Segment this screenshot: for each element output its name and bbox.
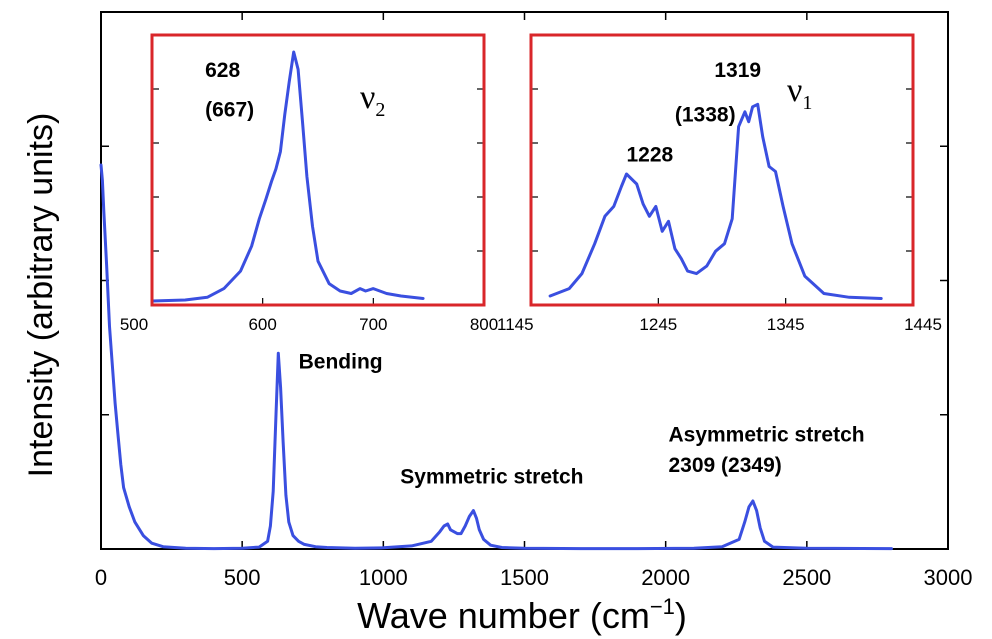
inset-bending-mode-subscript: 2: [375, 99, 385, 121]
inset-bending-x-tick-label: 600: [248, 315, 276, 334]
x-tick-label: 1500: [500, 565, 549, 590]
inset-bending-spectrum-line: [150, 50, 425, 303]
inset-stretch-peak-annotation: (1338): [675, 104, 736, 127]
inset-stretch-mode-subscript: 1: [802, 92, 812, 114]
inset-bending-x-tick-label: 800: [470, 315, 498, 334]
x-tick-label: 0: [95, 565, 107, 590]
main-peak-annotation: 2309 (2349): [668, 454, 781, 477]
main-peak-annotation: Bending: [299, 351, 383, 374]
main-peak-annotation: Asymmetric stretch: [668, 423, 864, 446]
inset-stretch-x-tick-label: 1145: [497, 315, 534, 334]
inset-stretch-frame: [529, 33, 915, 307]
main-peak-annotation: Symmetric stretch: [400, 466, 583, 489]
x-axis-title-superscript: −1: [650, 594, 675, 619]
x-tick-label: 2000: [641, 565, 690, 590]
main-spectrum-line: [99, 163, 893, 551]
inset-stretch-x-tick-label: 1245: [639, 315, 677, 334]
inset-stretch-x-tick-label: 1345: [767, 315, 805, 334]
inset-bending-x-tick-label: 700: [359, 315, 387, 334]
inset-bending-x-tick-label: 500: [120, 315, 148, 334]
x-tick-label: 3000: [924, 565, 973, 590]
inset-stretch-peak-annotation: 1228: [627, 144, 674, 167]
inset-bending-mode-label: ν2: [360, 79, 385, 121]
inset-stretch-peak-annotation: 1319: [714, 59, 761, 82]
inset-bending-frame: [150, 33, 486, 307]
inset-stretch-mode-label: ν1: [787, 72, 812, 114]
x-axis-title: Wave number (cm−1): [357, 594, 687, 636]
inset-bending-mode-symbol: ν: [360, 79, 375, 116]
y-axis-title: Intensity (arbitrary units): [22, 113, 60, 478]
x-tick-label: 1000: [359, 565, 408, 590]
inset-bending-peak-annotation: 628: [205, 59, 240, 82]
inset-stretch-mode-symbol: ν: [787, 72, 802, 109]
inset-stretch-x-tick-label: 1445: [904, 315, 942, 334]
x-axis-title-close: ): [675, 595, 687, 636]
x-tick-label: 500: [224, 565, 261, 590]
inset-stretch-background: [531, 35, 913, 305]
inset-bending-peak-annotation: (667): [205, 99, 254, 122]
inset-stretch-spectrum-line: [548, 102, 883, 300]
x-tick-label: 2500: [782, 565, 831, 590]
x-axis-title-text: Wave number (cm: [357, 595, 650, 636]
